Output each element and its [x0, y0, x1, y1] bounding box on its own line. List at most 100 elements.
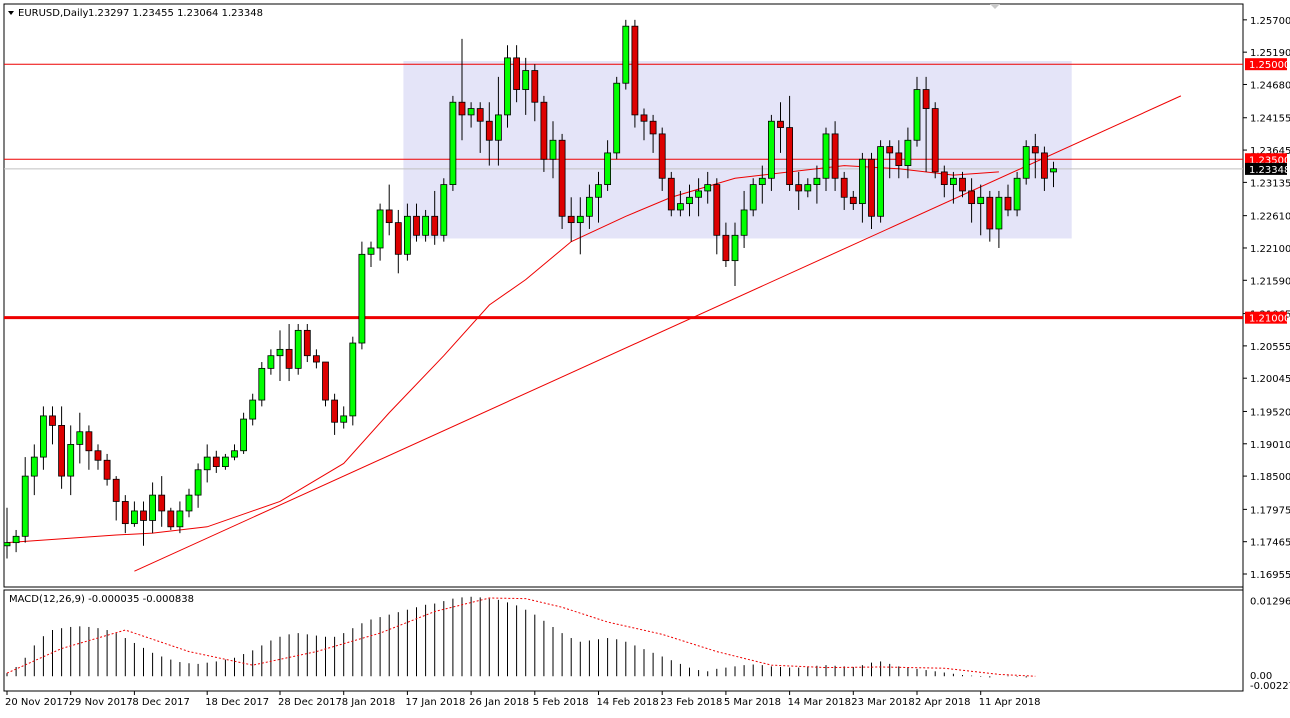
candle [140, 501, 147, 546]
candle [1022, 140, 1030, 185]
candle [103, 453, 111, 486]
candle [494, 76, 502, 166]
consolidation-zone [403, 61, 1072, 239]
candle-body [112, 478, 120, 502]
candle [658, 127, 666, 191]
price-tick-label: 1.20045 [1250, 374, 1290, 385]
candle [367, 241, 375, 267]
date-tick-label: 28 Dec 2017 [278, 697, 342, 708]
candle [831, 121, 839, 191]
candle [1004, 184, 1012, 217]
candle [940, 165, 948, 198]
candle-body [731, 234, 739, 262]
candle-body [831, 133, 839, 179]
date-tick-label: 2 Apr 2018 [915, 697, 970, 708]
candle [458, 38, 466, 141]
candle [12, 529, 20, 553]
candle-body [340, 415, 348, 423]
candle [130, 501, 138, 527]
candle-body [913, 89, 921, 141]
macd-tick-label: 0.00 [1250, 671, 1272, 682]
candle [212, 450, 220, 473]
candle [276, 330, 284, 382]
candle-body [513, 57, 520, 90]
candle [85, 425, 93, 470]
candle-body [467, 108, 475, 116]
price-marker-text: 1.25000 [1249, 60, 1290, 71]
candle [331, 393, 339, 435]
date-tick-label: 26 Jan 2018 [469, 697, 529, 708]
candle-body [385, 209, 393, 224]
candle-body [358, 253, 366, 344]
candle [868, 152, 875, 229]
price-tick-label: 1.22100 [1250, 244, 1290, 255]
candle-body [403, 215, 411, 255]
date-tick-label: 8 Dec 2017 [132, 697, 190, 708]
candle-body [476, 108, 484, 122]
candle [94, 444, 102, 470]
date-tick-label: 23 Mar 2018 [851, 697, 914, 708]
candle [294, 324, 302, 375]
candle [76, 412, 84, 464]
candle-body [249, 399, 257, 420]
candle-body [777, 120, 784, 128]
price-marker-text: 1.23500 [1249, 155, 1290, 166]
candle-body [740, 209, 748, 236]
candle-body [130, 510, 138, 525]
candle [349, 336, 357, 426]
candle [58, 406, 65, 489]
date-tick-label: 5 Feb 2018 [533, 697, 589, 708]
candle [813, 165, 821, 204]
candle [677, 190, 684, 217]
candle-body [677, 203, 684, 211]
candle [840, 171, 848, 210]
candle [859, 152, 866, 223]
candle [968, 178, 975, 223]
candle [1031, 133, 1039, 179]
symbol-label: EURUSD,Daily [18, 8, 89, 19]
candle [358, 241, 366, 350]
date-tick-label: 14 Mar 2018 [788, 697, 851, 708]
candle-body [931, 108, 939, 173]
candle [258, 362, 266, 407]
candle-body [458, 101, 466, 116]
price-marker-1.23500: 1.23500 [1245, 153, 1290, 166]
candle [203, 444, 211, 483]
candle [640, 108, 648, 141]
candle [558, 133, 566, 229]
candle-body [303, 329, 311, 357]
shift-marker-icon[interactable] [990, 4, 1000, 9]
candle-body [494, 114, 502, 141]
candle [249, 393, 257, 426]
candle [431, 190, 439, 245]
macd-tick-label: -0.002274 [1250, 681, 1290, 692]
candle-body [895, 152, 903, 166]
ohlc-label: 1.23297 1.23455 1.23064 1.23348 [88, 8, 263, 19]
candle-body [804, 184, 812, 192]
candle-body [21, 475, 29, 537]
candle-body [431, 215, 439, 236]
candle-body [604, 152, 611, 186]
candle-body [376, 209, 384, 249]
candle-body [567, 215, 575, 224]
current-price-marker: 1.23348 [1245, 162, 1290, 176]
candle-body [613, 82, 621, 154]
candle-body [1013, 177, 1021, 211]
candle-body [595, 184, 602, 198]
price-tick-label: 1.22610 [1250, 212, 1290, 223]
candle [586, 184, 593, 229]
price-tick-label: 1.16955 [1250, 570, 1290, 581]
candle [167, 507, 175, 530]
candle-body [904, 139, 912, 166]
candle-body [840, 177, 848, 198]
candle [795, 171, 803, 210]
candle-body [686, 196, 693, 205]
price-tick-label: 1.19010 [1250, 440, 1290, 451]
triangle-down-icon[interactable] [8, 11, 14, 15]
candle-body [76, 431, 84, 445]
candle-body [713, 184, 721, 236]
candle [649, 114, 657, 153]
candle-body [658, 133, 666, 179]
date-tick-label: 14 Feb 2018 [597, 697, 659, 708]
